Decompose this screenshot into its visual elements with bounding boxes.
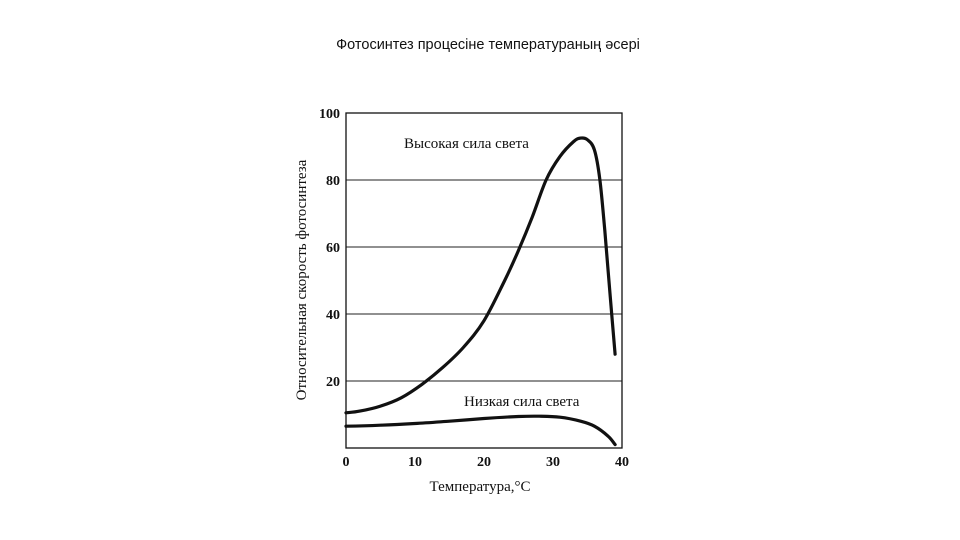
y-tick-label: 40 [326,308,340,323]
y-axis-title: Относительная скорость фотосинтеза [294,159,310,400]
grid-lines [346,112,622,382]
x-axis-title: Температура,°C [430,479,531,495]
y-tick-label: 20 [326,375,340,390]
y-tick-label: 60 [326,241,340,256]
x-tick-label: 10 [408,455,422,470]
series-line-high-light [344,136,617,415]
x-tick-label: 0 [343,455,350,470]
series-label-low-light: Низкая сила света [464,394,580,410]
tick-labels: 20 40 60 80 100 0 10 20 30 40 [319,107,629,470]
series-label-high-light: Высокая сила света [404,136,529,152]
x-tick-label: 20 [477,455,491,470]
slide-title: Фотосинтез процесіне температураның әсер… [336,37,640,53]
x-tick-label: 40 [615,455,629,470]
series-line-low-light [344,414,617,447]
x-tick-label: 30 [546,455,560,470]
plot-frame [345,112,623,449]
series-lines [344,136,617,447]
y-tick-label: 80 [326,174,340,189]
y-tick-label: 100 [319,107,340,122]
